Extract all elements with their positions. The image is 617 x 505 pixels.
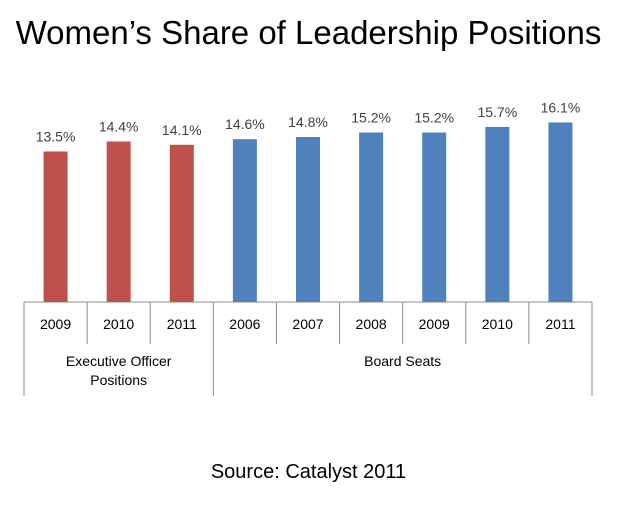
x-tick-label-board-2008: 2008 bbox=[356, 316, 387, 332]
data-label-exec-2010: 14.4% bbox=[99, 118, 139, 134]
bar-board-2009 bbox=[422, 132, 447, 302]
bar-exec-2010 bbox=[106, 141, 131, 302]
x-tick-label-board-2007: 2007 bbox=[292, 316, 323, 332]
data-label-exec-2011: 14.1% bbox=[162, 122, 202, 138]
x-tick-label-board-2011: 2011 bbox=[545, 316, 575, 332]
x-tick-label-board-2009: 2009 bbox=[419, 316, 450, 332]
data-label-exec-2009: 13.5% bbox=[36, 128, 76, 144]
source-note: Source: Catalyst 2011 bbox=[210, 461, 407, 483]
bar-board-2011 bbox=[548, 122, 573, 302]
data-label-board-2006: 14.6% bbox=[225, 116, 265, 132]
x-tick-label-board-2010: 2010 bbox=[482, 316, 513, 332]
data-label-board-2007: 14.8% bbox=[288, 114, 328, 130]
chart-title: Women’s Share of Leadership Positions bbox=[15, 14, 602, 51]
bar-exec-2011 bbox=[169, 144, 194, 302]
bar-exec-2009 bbox=[43, 151, 68, 302]
data-label-board-2008: 15.2% bbox=[351, 110, 391, 126]
x-tick-label-board-2006: 2006 bbox=[229, 316, 260, 332]
group-label-board-seats: Board Seats bbox=[364, 353, 441, 369]
group-label-executive-officer-positions: Executive Officer Positions bbox=[66, 353, 172, 388]
data-label-board-2011: 16.1% bbox=[541, 99, 581, 115]
bar-board-2006 bbox=[232, 139, 257, 302]
data-label-board-2010: 15.7% bbox=[477, 104, 517, 120]
x-tick-label-exec-2010: 2010 bbox=[103, 316, 134, 332]
x-tick-label-exec-2009: 2009 bbox=[40, 316, 71, 332]
data-label-board-2009: 15.2% bbox=[414, 110, 454, 126]
bar-board-2007 bbox=[296, 136, 320, 302]
bar-board-2008 bbox=[359, 132, 384, 302]
x-tick-label-exec-2011: 2011 bbox=[167, 316, 197, 332]
bar-board-2010 bbox=[485, 126, 510, 302]
